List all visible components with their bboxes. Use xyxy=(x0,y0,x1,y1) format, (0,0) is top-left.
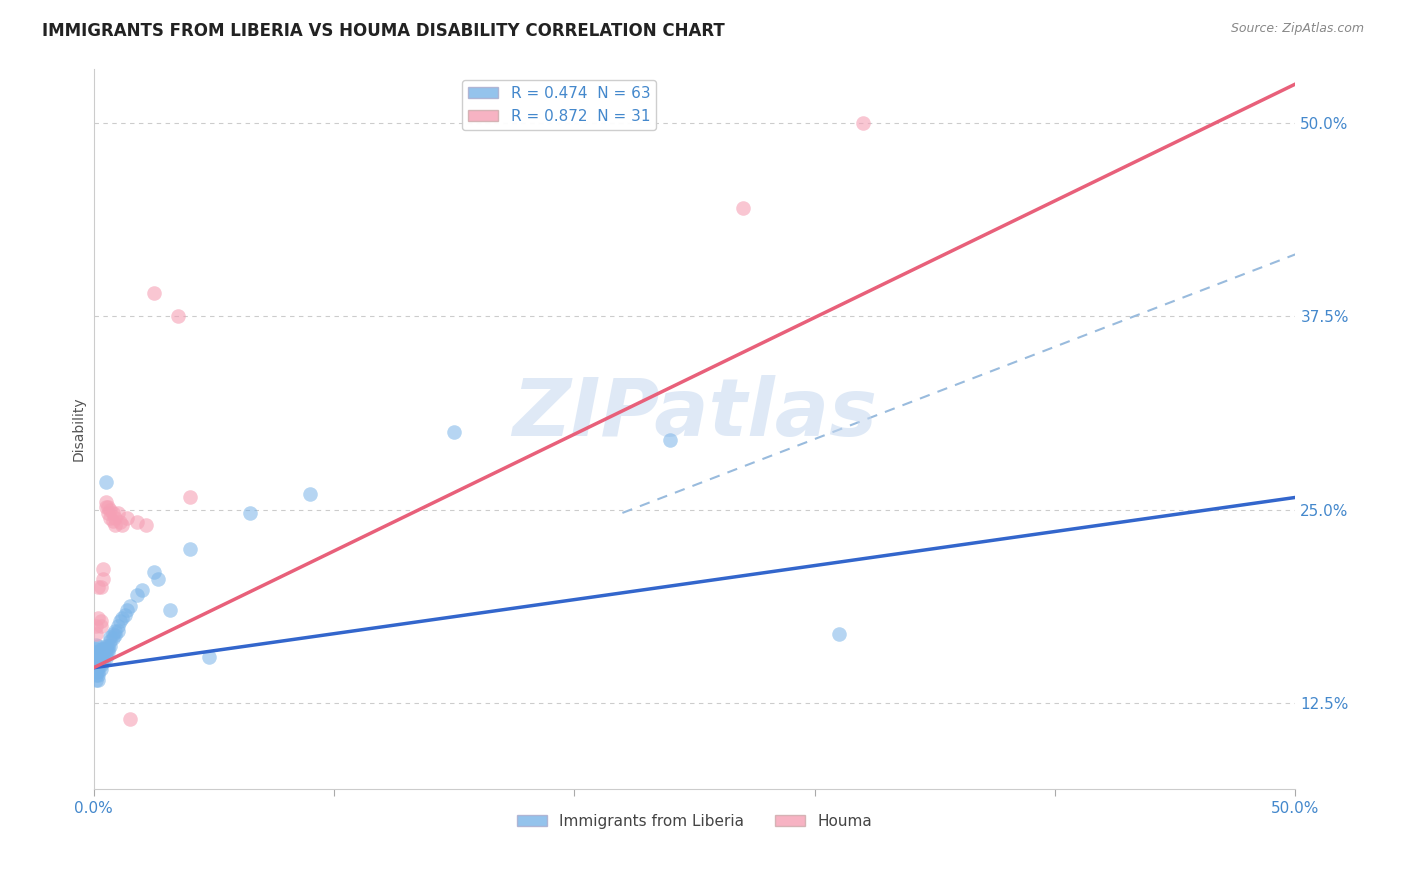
Point xyxy=(142,565,165,579)
Point xyxy=(159,603,181,617)
Point xyxy=(90,649,112,664)
Point xyxy=(114,608,136,623)
Point xyxy=(107,506,129,520)
Point xyxy=(443,425,465,440)
Point xyxy=(118,712,141,726)
Point xyxy=(90,615,112,629)
Point xyxy=(90,645,112,659)
Point xyxy=(115,510,138,524)
Point xyxy=(84,642,107,657)
Point xyxy=(87,645,110,659)
Point xyxy=(115,603,138,617)
Point xyxy=(91,645,114,659)
Point xyxy=(84,661,107,675)
Point xyxy=(111,518,134,533)
Point xyxy=(131,583,153,598)
Point xyxy=(90,642,112,657)
Point xyxy=(84,638,107,652)
Point xyxy=(87,665,110,680)
Point xyxy=(118,599,141,613)
Point xyxy=(852,116,875,130)
Point xyxy=(94,639,117,653)
Point xyxy=(87,657,110,672)
Point xyxy=(84,619,107,633)
Point xyxy=(87,661,110,675)
Point xyxy=(84,645,107,659)
Point xyxy=(100,630,122,644)
Point xyxy=(84,626,107,640)
Point xyxy=(104,510,127,524)
Point xyxy=(87,580,110,594)
Point xyxy=(90,619,112,633)
Point xyxy=(94,475,117,489)
Point xyxy=(298,487,321,501)
Point xyxy=(84,657,107,672)
Point xyxy=(94,642,117,657)
Point xyxy=(101,514,124,528)
Point xyxy=(90,657,112,672)
Point xyxy=(100,634,122,648)
Point xyxy=(84,668,107,682)
Point xyxy=(107,624,129,638)
Point xyxy=(94,495,117,509)
Point xyxy=(108,615,131,629)
Point xyxy=(87,649,110,664)
Point xyxy=(84,665,107,680)
Text: ZIPatlas: ZIPatlas xyxy=(512,376,877,453)
Point xyxy=(125,515,148,529)
Point xyxy=(111,611,134,625)
Point xyxy=(87,653,110,667)
Point xyxy=(87,668,110,682)
Text: IMMIGRANTS FROM LIBERIA VS HOUMA DISABILITY CORRELATION CHART: IMMIGRANTS FROM LIBERIA VS HOUMA DISABIL… xyxy=(42,22,725,40)
Point xyxy=(107,619,129,633)
Point xyxy=(100,503,122,517)
Point xyxy=(97,645,120,659)
Point xyxy=(101,632,124,646)
Point xyxy=(828,626,851,640)
Point xyxy=(108,515,131,529)
Point xyxy=(659,433,682,447)
Point xyxy=(91,649,114,664)
Point xyxy=(97,639,120,653)
Point xyxy=(198,649,221,664)
Point xyxy=(101,626,124,640)
Point xyxy=(91,562,114,576)
Point xyxy=(87,673,110,687)
Point xyxy=(94,651,117,665)
Point xyxy=(104,624,127,638)
Point xyxy=(104,518,127,533)
Text: Source: ZipAtlas.com: Source: ZipAtlas.com xyxy=(1230,22,1364,36)
Point xyxy=(166,310,188,324)
Point xyxy=(104,628,127,642)
Point xyxy=(179,541,201,556)
Point xyxy=(142,286,165,301)
Point xyxy=(91,642,114,657)
Point xyxy=(731,201,754,215)
Point xyxy=(100,510,122,524)
Point xyxy=(97,642,120,657)
Point xyxy=(87,611,110,625)
Point xyxy=(125,588,148,602)
Point xyxy=(135,518,157,533)
Point xyxy=(239,506,262,520)
Point xyxy=(84,673,107,687)
Point xyxy=(90,655,112,669)
Point xyxy=(179,491,201,505)
Point xyxy=(90,662,112,676)
Point xyxy=(100,639,122,653)
Point xyxy=(97,506,120,520)
Y-axis label: Disability: Disability xyxy=(72,396,86,461)
Point xyxy=(84,649,107,664)
Point xyxy=(90,580,112,594)
Point xyxy=(91,573,114,587)
Point xyxy=(91,655,114,669)
Point xyxy=(101,506,124,520)
Point xyxy=(97,500,120,514)
Point xyxy=(84,655,107,669)
Legend: Immigrants from Liberia, Houma: Immigrants from Liberia, Houma xyxy=(510,807,879,835)
Point xyxy=(87,639,110,653)
Point xyxy=(148,573,170,587)
Point xyxy=(94,500,117,514)
Point xyxy=(94,647,117,661)
